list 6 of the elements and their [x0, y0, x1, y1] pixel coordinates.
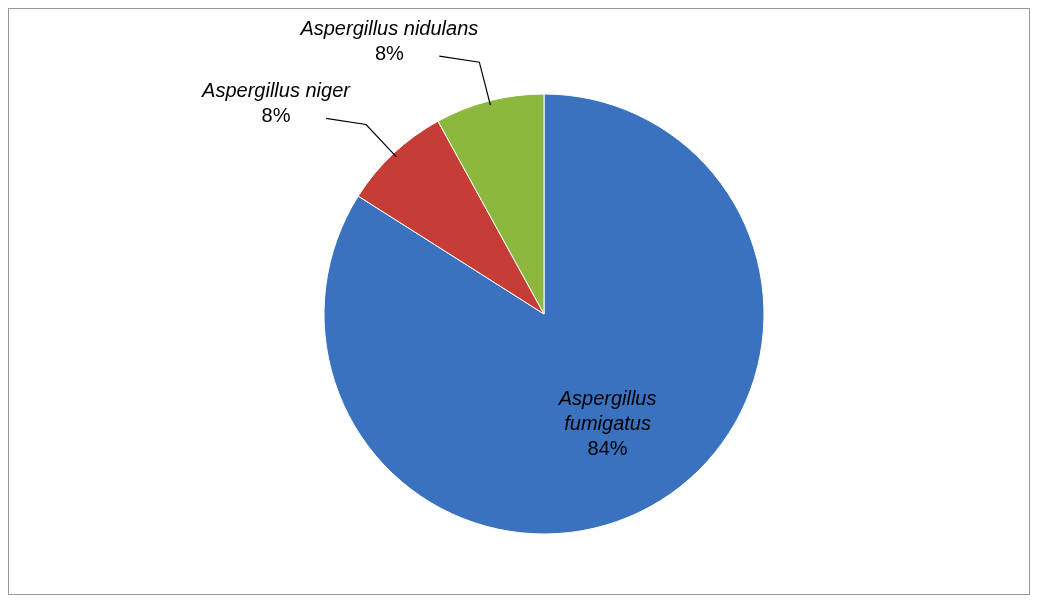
- data-label: 84%: [587, 436, 628, 459]
- data-label: 8%: [261, 104, 291, 127]
- data-label: 8%: [374, 42, 405, 65]
- slice-label: Aspergillus niger: [201, 79, 352, 102]
- slice-label: Aspergillus nidulans: [299, 17, 479, 40]
- slice-label: Aspergillus fumigatus: [557, 386, 657, 434]
